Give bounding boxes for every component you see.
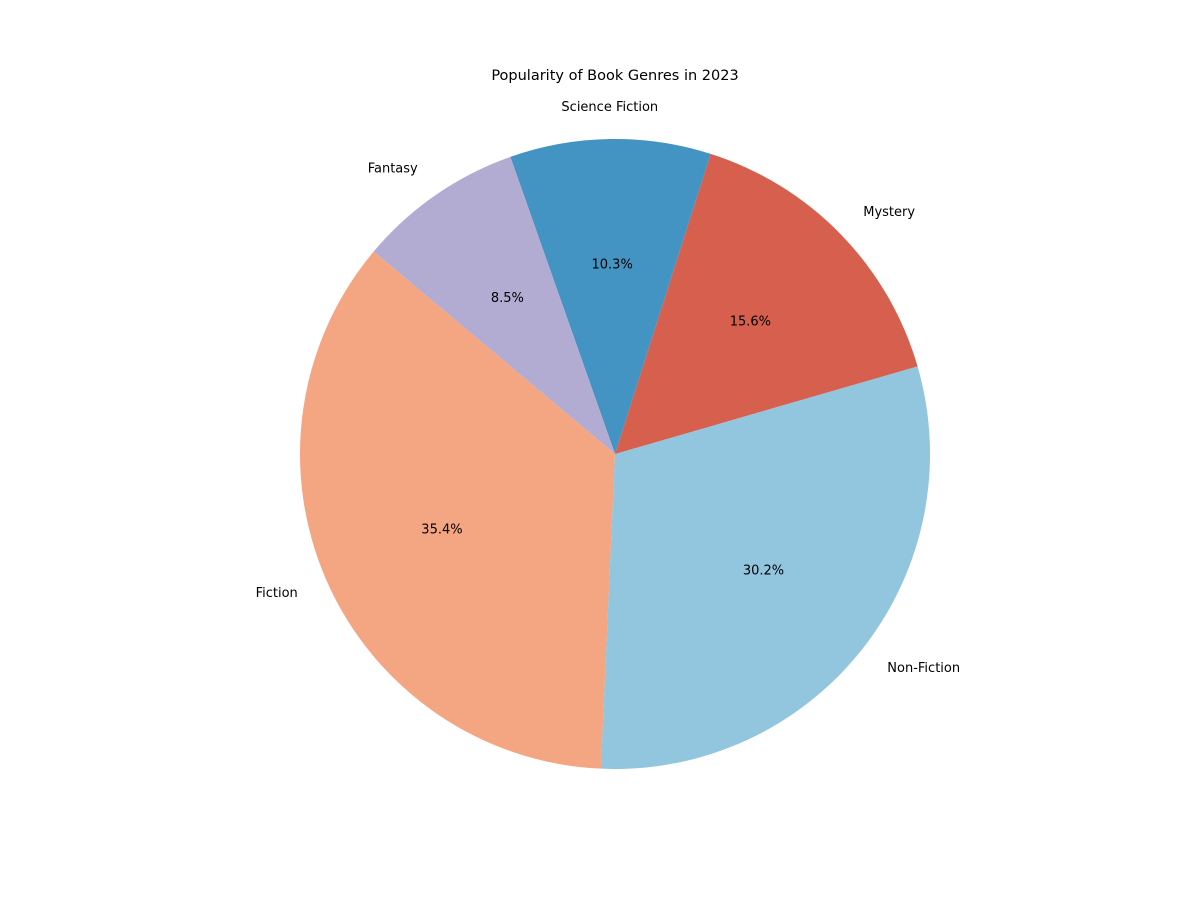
slice-label-fantasy: Fantasy (368, 162, 418, 177)
slice-label-fiction: Fiction (256, 586, 298, 601)
slice-percent-non-fiction: 30.2% (743, 563, 784, 578)
pie-slice-fantasy (373, 156, 615, 454)
pie-labels: Fiction 35.4% Non-Fiction 30.2% Mystery 15.6%… (256, 100, 961, 676)
pie-slice-non-fiction (600, 366, 930, 769)
pie-slice-fiction (300, 251, 615, 769)
slice-percent-fiction: 35.4% (421, 523, 462, 538)
slice-percent-mystery: 15.6% (730, 315, 771, 330)
pie-slice-science-fiction (510, 139, 711, 454)
slice-percent-fantasy: 8.5% (491, 291, 524, 306)
pie-slices (300, 139, 930, 769)
chart-title: Popularity of Book Genres in 2023 (491, 68, 738, 84)
slice-label-science-fiction: Science Fiction (561, 100, 658, 115)
slice-percent-science-fiction: 10.3% (592, 258, 633, 273)
slice-label-mystery: Mystery (863, 205, 915, 220)
pie-slice-mystery (615, 153, 918, 454)
slice-label-non-fiction: Non-Fiction (887, 661, 960, 676)
